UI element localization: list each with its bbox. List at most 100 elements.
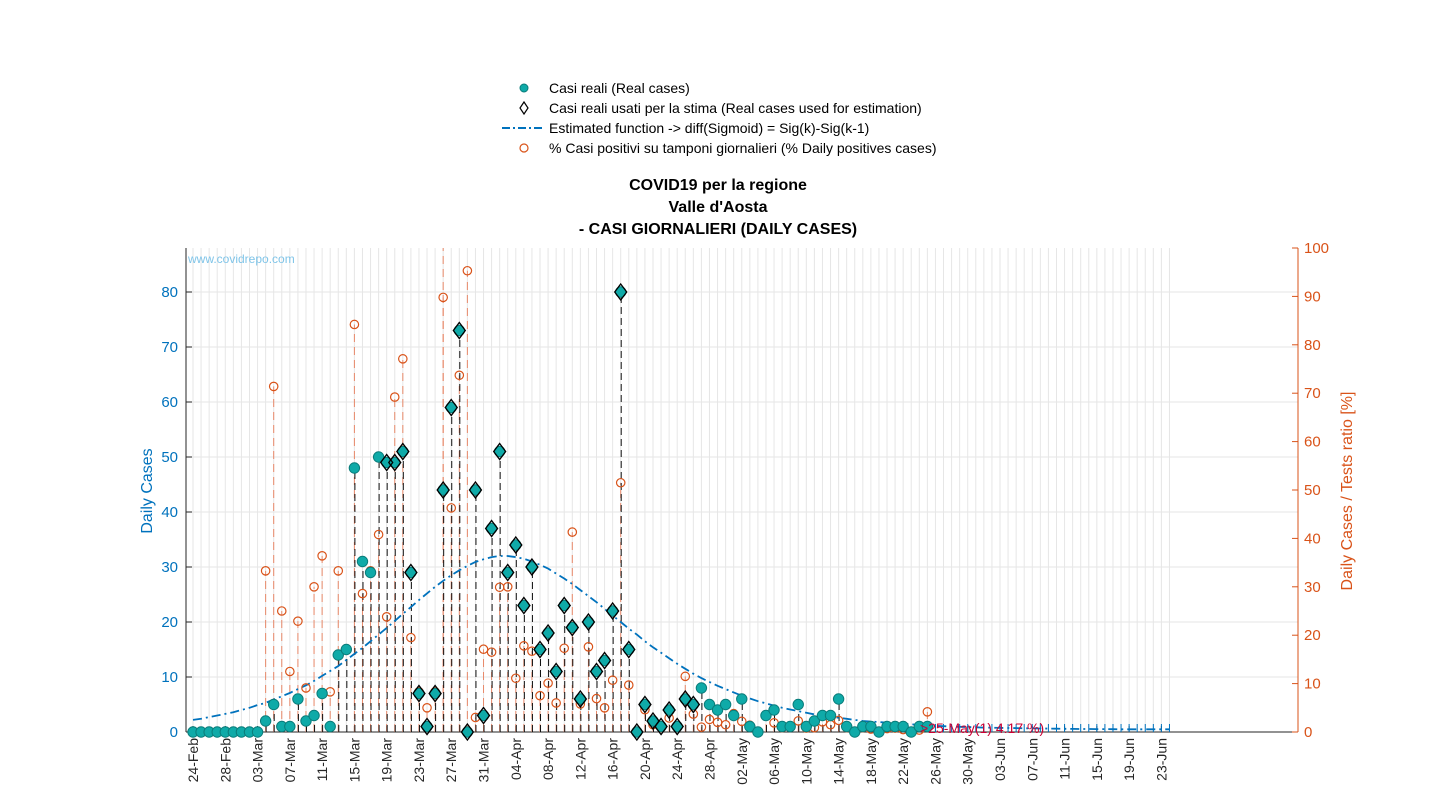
x-tick-label: 28-Feb xyxy=(217,738,233,783)
percent-point xyxy=(389,392,400,402)
percent-point xyxy=(373,529,384,540)
percent-point xyxy=(704,714,715,725)
x-tick-label: 20-Apr xyxy=(637,738,653,780)
percent-point xyxy=(543,678,553,688)
estimation-diamond-point xyxy=(613,282,628,302)
legend-label: Casi reali usati per la stima (Real case… xyxy=(549,100,922,116)
real-case-point xyxy=(897,720,909,733)
estimation-diamonds xyxy=(379,282,701,742)
x-tick-label: 04-Apr xyxy=(508,738,524,780)
real-case-point xyxy=(808,715,821,727)
x-tick-label: 14-May xyxy=(831,738,847,785)
estimation-diamond-point xyxy=(468,480,483,500)
percent-point xyxy=(333,566,344,576)
real-case-point xyxy=(711,704,724,716)
x-tick-label: 22-May xyxy=(895,738,911,785)
real-case-point xyxy=(727,709,740,722)
x-tick-label: 07-Mar xyxy=(282,738,298,783)
real-case-point xyxy=(284,720,296,733)
real-case-point xyxy=(865,720,877,733)
percent-point xyxy=(422,702,432,713)
x-tick-label: 27-Mar xyxy=(443,738,459,783)
chart-title-line-1: COVID19 per la regione xyxy=(629,177,807,194)
chart-title: COVID19 per la regione Valle d'Aosta - C… xyxy=(468,175,968,241)
x-tick-label: 07-Jun xyxy=(1024,738,1040,781)
x-tick-label: 08-Apr xyxy=(540,738,556,780)
legend-label: % Casi positivi su tamponi giornalieri (… xyxy=(549,140,937,156)
real-case-point xyxy=(744,720,756,733)
estimated-function-line xyxy=(192,555,1170,731)
x-tick-label: 28-Apr xyxy=(701,738,717,780)
legend-item-percent-positive: % Casi positivi su tamponi giornalieri (… xyxy=(500,138,990,158)
estimation-diamond-point xyxy=(508,535,523,555)
estimation-diamond-point xyxy=(404,563,418,582)
real-case-point xyxy=(308,709,320,722)
real-case-point xyxy=(719,698,732,711)
y-tick-label: 70 xyxy=(161,339,178,356)
y2-axis-label: Daily Cases / Tests ratio [%] xyxy=(1339,392,1356,591)
estimated-curve xyxy=(192,555,1170,731)
x-tick-label: 24-Feb xyxy=(185,738,201,783)
real-case-point xyxy=(300,715,312,727)
real-case-point xyxy=(332,649,344,661)
real-case-point xyxy=(784,720,796,733)
percent-point xyxy=(301,683,311,693)
estimation-diamond-point xyxy=(670,717,685,736)
percent-point xyxy=(833,715,844,726)
estimation-diamond-point xyxy=(396,442,410,461)
estimation-diamond-point xyxy=(444,398,459,417)
x-tick-label: 31-Mar xyxy=(476,738,492,783)
percent-point xyxy=(567,527,578,537)
y2-tick-label: 100 xyxy=(1304,240,1329,257)
percent-point xyxy=(486,647,497,657)
percent-point xyxy=(599,702,610,713)
real-case-point xyxy=(873,726,885,738)
x-tick-label: 30-May xyxy=(960,738,976,785)
legend-label: Estimated function -> diff(Sigmoid) = Si… xyxy=(549,120,870,136)
percent-point xyxy=(680,671,691,682)
watermark-text: www.covidrepo.com xyxy=(187,252,295,266)
estimation-diamond-point xyxy=(387,453,402,472)
percent-point xyxy=(462,265,473,276)
y-tick-label: 50 xyxy=(161,449,178,466)
percent-point xyxy=(559,643,570,654)
x-tick-label: 23-Jun xyxy=(1153,738,1169,781)
percent-point xyxy=(922,707,933,717)
estimation-diamond-point xyxy=(549,662,563,681)
estimation-diamond-point xyxy=(630,722,644,742)
estimation-diamond-point xyxy=(436,480,450,500)
percent-point xyxy=(510,673,521,684)
estimation-diamond-point xyxy=(525,557,539,577)
x-tick-label: 24-Apr xyxy=(669,738,685,780)
real-case-point xyxy=(268,698,280,711)
estimation-diamond-point xyxy=(428,684,442,703)
y2-tick-label: 30 xyxy=(1304,579,1321,596)
real-case-point xyxy=(840,720,853,733)
percent-point xyxy=(720,719,731,730)
y2-tick-label: 20 xyxy=(1304,627,1321,644)
x-tick-label: 15-Jun xyxy=(1089,738,1105,781)
estimation-diamond-point xyxy=(573,689,588,709)
percent-point xyxy=(398,354,408,364)
real-case-point xyxy=(372,451,385,463)
x-tick-label: 03-Mar xyxy=(250,738,266,783)
estimation-diamond-point xyxy=(654,717,668,736)
percent-point xyxy=(454,370,465,381)
real-case-point xyxy=(832,693,845,705)
open-circle-marker-icon xyxy=(519,143,529,153)
estimation-diamond-point xyxy=(476,706,491,725)
y2-tick-label: 40 xyxy=(1304,530,1321,547)
percent-point xyxy=(478,644,489,655)
estimation-diamond-point xyxy=(484,519,499,538)
y2-tick-label: 90 xyxy=(1304,288,1321,305)
real-case-point xyxy=(736,693,748,705)
y-tick-label: 80 xyxy=(161,284,178,301)
x-tick-label: 02-May xyxy=(734,738,750,785)
percent-point xyxy=(357,588,368,599)
percent-point xyxy=(696,722,707,732)
legend-item-estimation-cases: Casi reali usati per la stima (Real case… xyxy=(500,98,990,118)
real-case-point xyxy=(340,643,353,656)
real-case-point xyxy=(292,693,304,705)
estimation-diamond-point xyxy=(597,651,612,670)
